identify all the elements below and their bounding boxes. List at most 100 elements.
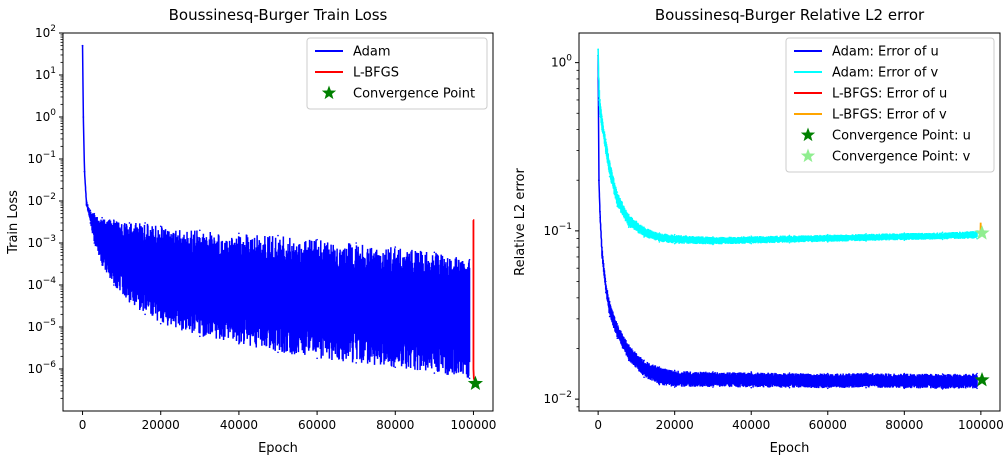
- data-point: [601, 246, 603, 248]
- series-adam-error-of-v: [597, 48, 978, 246]
- data-point: [903, 232, 906, 234]
- data-point: [616, 337, 619, 340]
- data-point: [788, 386, 791, 389]
- y-tick-label: 100: [35, 108, 56, 124]
- x-tick-label: 20000: [142, 418, 180, 432]
- legend-label: Adam: Error of v: [832, 66, 939, 81]
- data-point: [941, 388, 944, 390]
- legend-item: L-BFGS: [315, 66, 399, 81]
- data-point: [643, 236, 645, 238]
- data-point: [658, 241, 661, 243]
- series-trace: [81, 45, 471, 378]
- data-point: [643, 226, 645, 229]
- data-point: [608, 315, 611, 318]
- data-point: [604, 280, 607, 283]
- data-point: [712, 243, 714, 246]
- legend-marker: [321, 85, 337, 100]
- data-point: [601, 256, 603, 258]
- legend-item: Adam: Error of u: [794, 45, 939, 60]
- data-point: [712, 386, 714, 388]
- marker-convergence-point: [467, 375, 484, 391]
- x-tick-label: 60000: [809, 418, 847, 432]
- data-point: [604, 138, 607, 141]
- data-point: [355, 362, 357, 364]
- data-point: [394, 366, 397, 369]
- data-point: [658, 383, 661, 386]
- data-point: [144, 313, 146, 316]
- legend-label: Convergence Point: [353, 87, 475, 102]
- y-tick-label: 100: [551, 54, 572, 70]
- axes-frame: [578, 32, 1001, 412]
- data-point: [865, 372, 867, 374]
- x-tick-label: 40000: [732, 418, 770, 432]
- data-point: [316, 238, 318, 241]
- chart-title: Boussinesq-Burger Train Loss: [169, 6, 388, 24]
- data-point: [89, 222, 92, 224]
- data-point: [101, 216, 103, 219]
- data-point: [643, 359, 645, 362]
- data-point: [85, 200, 88, 202]
- data-point: [113, 284, 115, 286]
- data-point: [604, 291, 607, 294]
- chart-panel-2: Boussinesq-Burger Relative L2 error 0 2000…: [513, 6, 1004, 456]
- data-point: [627, 226, 630, 229]
- legend-item: Adam: Error of v: [794, 66, 939, 81]
- data-point: [616, 205, 619, 208]
- data-point: [750, 235, 753, 237]
- marker-convergence-point-u: [974, 371, 990, 387]
- data-point: [468, 258, 471, 261]
- y-axis-label: Relative L2 error: [513, 168, 528, 276]
- y-tick-label: 10−5: [27, 318, 56, 334]
- data-point: [468, 377, 471, 380]
- x-tick-label: 20000: [656, 418, 694, 432]
- data-point: [601, 128, 603, 131]
- data-point: [599, 216, 601, 219]
- x-tick-label: 100000: [958, 418, 1004, 432]
- y-tick-label: 10−1: [543, 222, 572, 238]
- data-point: [643, 376, 645, 379]
- data-point: [89, 209, 92, 212]
- data-point: [101, 264, 103, 266]
- marker-convergence-point-v: [974, 225, 990, 240]
- data-point: [788, 241, 791, 244]
- y-tick-label: 10−1: [27, 150, 56, 166]
- data-point: [85, 204, 88, 206]
- legend-item: L-BFGS: Error of u: [794, 87, 947, 102]
- series-adam-error-of-u: [597, 54, 978, 390]
- data-point: [199, 229, 201, 232]
- data-point: [976, 387, 978, 390]
- legend-label: Adam: [353, 45, 391, 60]
- x-tick-label: 60000: [298, 418, 336, 432]
- data-point: [394, 246, 397, 248]
- data-point: [903, 239, 906, 242]
- legend-item: Convergence Point: v: [800, 148, 971, 165]
- legend-label: L-BFGS: Error of u: [832, 87, 947, 102]
- data-point: [616, 191, 619, 193]
- data-point: [355, 242, 357, 244]
- y-tick-label: 10−2: [27, 192, 56, 208]
- legend: Adam: Error of u Adam: Error of v L-BFGS: …: [785, 37, 995, 173]
- data-point: [199, 335, 201, 338]
- axes-frame: [62, 32, 494, 412]
- data-point: [128, 300, 131, 303]
- x-axis-label: Epoch: [258, 441, 298, 456]
- data-point: [627, 213, 630, 216]
- data-point: [673, 369, 676, 372]
- data-point: [93, 242, 96, 244]
- data-point: [658, 366, 661, 368]
- data-point: [93, 212, 96, 215]
- chart-title: Boussinesq-Burger Relative L2 error: [655, 6, 925, 24]
- data-point: [788, 372, 791, 374]
- data-point: [433, 251, 436, 254]
- data-point: [750, 242, 753, 245]
- data-point: [599, 115, 601, 118]
- data-point: [601, 115, 603, 118]
- plot-area: [597, 48, 990, 390]
- legend: Adam L-BFGS Convergence Point: [306, 37, 488, 110]
- data-point: [238, 342, 240, 345]
- x-tick-label: 80000: [885, 418, 923, 432]
- data-point: [673, 386, 676, 388]
- series-trace: [597, 49, 978, 245]
- x-tick-label: 40000: [220, 418, 258, 432]
- legend-label: Convergence Point: u: [832, 129, 971, 144]
